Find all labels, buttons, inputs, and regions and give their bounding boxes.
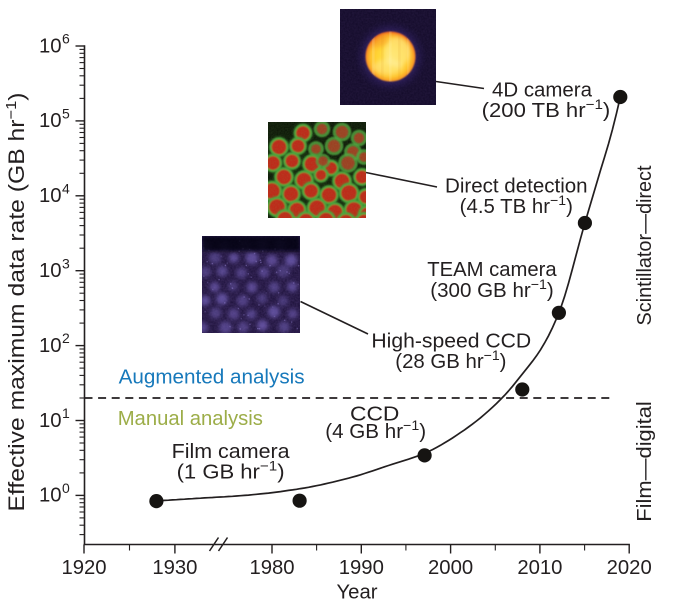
svg-text:Augmented analysis: Augmented analysis [119,367,305,389]
svg-text:0: 0 [62,480,70,496]
svg-text:(4 GB hr−1): (4 GB hr−1) [325,417,426,443]
svg-text:6: 6 [62,31,70,47]
svg-text:4: 4 [62,180,70,196]
svg-text:Film—digital: Film—digital [634,401,656,522]
svg-text:10: 10 [39,485,62,507]
svg-text:10: 10 [39,335,62,357]
svg-text:Film camera: Film camera [172,441,291,463]
svg-text:Direct detection: Direct detection [445,175,588,197]
svg-text:2010: 2010 [517,557,562,579]
svg-text:2000: 2000 [428,557,473,579]
svg-text:1930: 1930 [152,557,197,579]
svg-text:(28 GB hr−1): (28 GB hr−1) [395,347,506,373]
svg-text:1920: 1920 [61,557,106,579]
svg-text:1980: 1980 [249,557,294,579]
svg-text:10: 10 [39,260,62,282]
svg-text:1990: 1990 [339,557,384,579]
svg-text:4D camera: 4D camera [492,79,593,101]
svg-text:High-speed CCD: High-speed CCD [371,331,531,353]
svg-text:2: 2 [62,330,70,346]
svg-text:10: 10 [39,110,62,132]
svg-text:(300 GB hr−1): (300 GB hr−1) [430,276,554,302]
svg-text:(4.5 TB hr−1): (4.5 TB hr−1) [460,192,573,218]
svg-text:Manual analysis: Manual analysis [118,408,263,430]
svg-text:Year: Year [337,582,378,604]
svg-text:3: 3 [62,255,70,271]
svg-text:5: 5 [62,106,70,122]
svg-text:(200 TB hr−1): (200 TB hr −1) [482,96,611,122]
svg-text:10: 10 [39,35,62,57]
svg-text:Effective maximum data rate (G: Effective maximum data rate (GB hr−1) [3,92,29,511]
svg-text:1: 1 [62,405,70,421]
svg-text:2020: 2020 [607,557,652,579]
svg-text:10: 10 [39,185,62,207]
svg-text:TEAM camera: TEAM camera [427,259,557,281]
svg-text:10: 10 [39,410,62,432]
svg-text:Scintillator—direct: Scintillator—direct [634,165,656,325]
svg-text:CCD: CCD [350,404,399,426]
svg-text:(1 GB hr−1): (1 GB hr −1) [177,457,285,483]
